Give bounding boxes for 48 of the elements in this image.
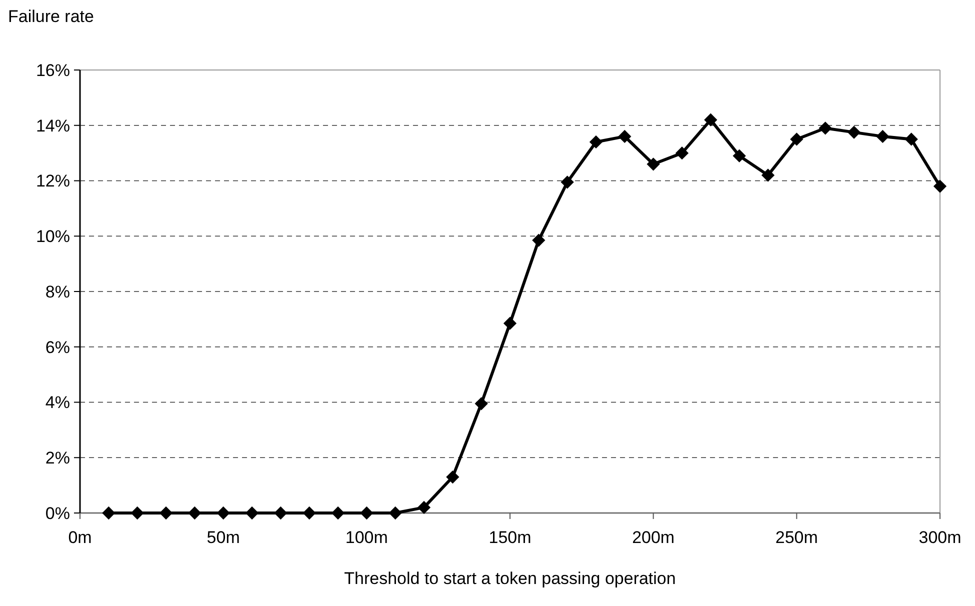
point: [904, 132, 918, 146]
point: [646, 158, 660, 171]
point: [245, 506, 259, 520]
point: [876, 130, 890, 144]
y-tick-label: 2%: [45, 448, 70, 468]
point: [675, 146, 689, 160]
point: [474, 397, 488, 410]
point: [360, 506, 374, 520]
point: [790, 132, 804, 146]
point: [159, 506, 173, 520]
y-tick-label: 6%: [45, 338, 70, 357]
x-tick-label: 300m: [918, 528, 962, 547]
point: [188, 506, 202, 520]
x-tick-label: 250m: [775, 528, 818, 547]
point: [417, 500, 431, 514]
point: [446, 470, 460, 484]
point: [532, 234, 546, 247]
point: [933, 180, 947, 193]
y-tick-label: 0%: [45, 504, 70, 523]
point: [503, 316, 517, 330]
point: [847, 126, 861, 139]
point: [274, 506, 288, 520]
x-tick-label: 50m: [206, 528, 240, 547]
x-tick-label: 150m: [488, 528, 532, 547]
y-tick-label: 12%: [36, 172, 70, 191]
point: [818, 122, 832, 135]
point: [388, 506, 402, 520]
x-tick-label: 0m: [68, 528, 92, 547]
point: [102, 506, 116, 520]
point: [618, 130, 632, 144]
y-tick-label: 4%: [45, 393, 70, 412]
point: [560, 176, 574, 189]
point: [302, 506, 316, 520]
point: [761, 168, 775, 182]
point: [130, 506, 144, 520]
y-axis-title: Failure rate: [8, 7, 94, 26]
point: [704, 113, 718, 126]
y-tick-label: 16%: [36, 60, 70, 80]
x-tick-label: 100m: [345, 528, 388, 547]
y-tick-label: 14%: [36, 116, 70, 136]
point: [216, 506, 230, 520]
y-tick-label: 10%: [36, 227, 70, 246]
x-axis-title: Threshold to start a token passing operation: [344, 569, 676, 588]
point: [589, 135, 603, 149]
y-tick-label: 8%: [45, 282, 70, 302]
x-tick-label: 200m: [632, 528, 675, 547]
point: [331, 506, 345, 520]
point: [732, 149, 746, 162]
